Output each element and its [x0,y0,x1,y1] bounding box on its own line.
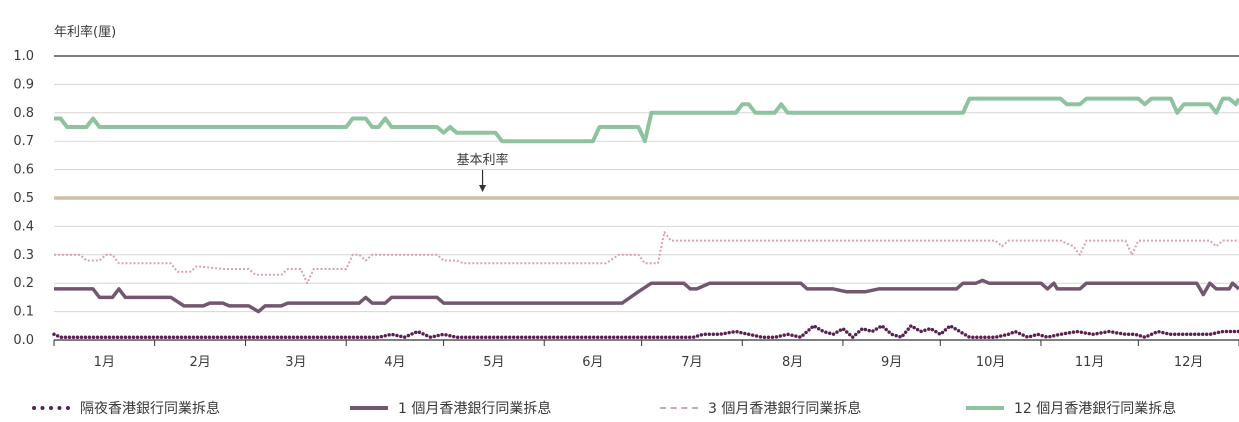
legend-label-overnight: 隔夜香港銀行同業拆息 [80,401,220,417]
y-tick-label: 0.9 [13,77,34,92]
annotation-arrow-head [479,185,487,192]
y-tick-label: 0.4 [13,219,34,234]
y-tick-label: 0.7 [13,134,34,149]
y-tick-labels: 0.0 0.1 0.2 0.3 0.4 0.5 0.6 0.7 0.8 0.9 1.0 [13,49,34,348]
series-line-2 [54,231,1239,285]
y-tick-label: 0.8 [13,106,34,121]
base-rate-annotation: 基本利率 [457,152,509,192]
x-tick-label: 1月 [94,355,115,370]
legend-item-overnight: 隔夜香港銀行同業拆息 [32,398,220,418]
x-tick-label: 2月 [189,355,210,370]
legend-swatch-1m [350,406,388,410]
y-tick-label: 0.0 [13,333,34,348]
x-tick-labels: 1月 2月 3月 4月 5月 6月 7月 8月 9月 10月 11月 12月 [94,355,1204,370]
y-tick-label: 0.3 [13,248,34,263]
legend-label-12m: 12 個月香港銀行同業拆息 [1014,401,1177,417]
x-tick-label: 8月 [782,355,803,370]
y-tick-label: 0.5 [13,191,34,206]
legend-item-3m: 3 個月香港銀行同業拆息 [660,398,861,418]
interest-rate-chart: 年利率(厘) 0.0 0.1 0.2 0.3 0.4 0.5 0.6 0.7 0.8 0.9 1.0… [13,24,1239,370]
x-tick-label: 3月 [285,355,306,370]
x-tick-label: 11月 [1075,355,1105,370]
x-tick-label: 12月 [1174,355,1204,370]
y-tick-label: 0.1 [13,305,34,320]
x-tick-label: 6月 [582,355,603,370]
x-tick-label: 7月 [681,355,702,370]
legend-item-1m: 1 個月香港銀行同業拆息 [350,398,551,418]
y-axis-label: 年利率(厘) [54,24,116,40]
legend-item-12m: 12 個月香港銀行同業拆息 [966,398,1176,418]
legend-swatch-overnight [32,406,70,410]
y-tick-label: 0.6 [13,163,34,178]
x-tick-label: 9月 [881,355,902,370]
base-rate-annotation-label: 基本利率 [457,152,509,168]
legend-swatch-12m [966,406,1004,410]
legend-label-1m: 1 個月香港銀行同業拆息 [398,401,552,417]
legend: 隔夜香港銀行同業拆息 1 個月香港銀行同業拆息 3 個月香港銀行同業拆息 12 … [0,398,1239,420]
legend-label-3m: 3 個月香港銀行同業拆息 [708,401,862,417]
x-tick-label: 5月 [483,355,504,370]
y-tick-label: 0.2 [13,276,34,291]
series-lines [52,96,1239,339]
series-line-1 [54,278,1239,314]
series-line-0 [52,324,1239,339]
x-tick-label: 4月 [384,355,405,370]
series-line-3 [54,96,1239,144]
legend-swatch-3m [660,407,698,409]
y-tick-label: 1.0 [13,49,34,64]
x-tick-label: 10月 [976,355,1006,370]
